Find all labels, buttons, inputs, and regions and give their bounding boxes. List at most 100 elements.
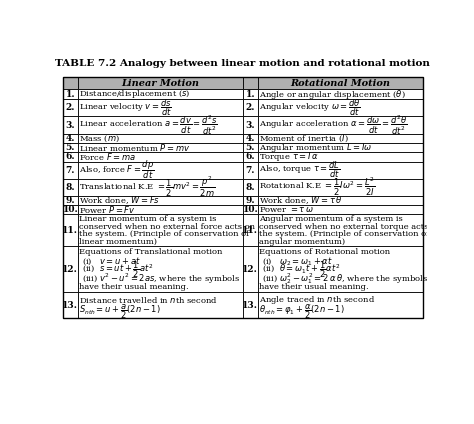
Text: Equations of Rotational motion: Equations of Rotational motion [259, 248, 391, 256]
Bar [63, 89, 78, 99]
Text: the system. (Principle of conservation of: the system. (Principle of conservation o… [259, 230, 430, 238]
Text: 8.: 8. [65, 182, 75, 192]
Text: 6.: 6. [65, 153, 75, 162]
Bar [63, 205, 78, 214]
Text: 6.: 6. [246, 153, 255, 162]
Text: 10.: 10. [63, 205, 78, 214]
Text: (iii) $v^2 - u^2 = 2as$, where the symbols: (iii) $v^2 - u^2 = 2as$, where the symbo… [82, 271, 241, 286]
Bar [243, 195, 258, 205]
Text: Linear acceleration $a = \dfrac{dv}{dt} = \dfrac{d^2s}{dt^2}$: Linear acceleration $a = \dfrac{dv}{dt} … [80, 114, 218, 137]
Bar [258, 162, 423, 179]
Text: the system. (Principle of conservation of: the system. (Principle of conservation o… [80, 230, 250, 238]
Text: Also, force $F = \dfrac{dp}{dt}$: Also, force $F = \dfrac{dp}{dt}$ [80, 159, 155, 181]
Text: Work done, $W = Fs$: Work done, $W = Fs$ [80, 194, 161, 206]
Bar [78, 179, 243, 195]
Bar [243, 179, 258, 195]
Bar [258, 116, 423, 134]
Bar [78, 214, 243, 246]
Text: $S_{nth} = u + \dfrac{a}{2}(2n-1)$: $S_{nth} = u + \dfrac{a}{2}(2n-1)$ [80, 302, 161, 321]
Text: 3.: 3. [65, 121, 75, 130]
Text: Angular acceleration $\alpha = \dfrac{d\omega}{dt} = \dfrac{d^2\theta}{dt^2}$: Angular acceleration $\alpha = \dfrac{d\… [259, 114, 408, 137]
Text: $\theta_{nth} = \varphi_1 + \dfrac{\alpha}{2}(2n-1)$: $\theta_{nth} = \varphi_1 + \dfrac{\alph… [259, 302, 345, 321]
Text: conserved when no external torque acts on: conserved when no external torque acts o… [259, 223, 442, 231]
Text: Angular velocity $\omega = \dfrac{d\theta}{dt}$: Angular velocity $\omega = \dfrac{d\thet… [259, 98, 361, 118]
Bar [63, 214, 78, 246]
Text: 12.: 12. [242, 265, 258, 274]
Bar [78, 195, 243, 205]
Text: TABLE 7.2 Analogy between linear motion and rotational motion: TABLE 7.2 Analogy between linear motion … [55, 59, 430, 68]
Bar [78, 99, 243, 116]
Bar [258, 89, 423, 99]
Bar [63, 143, 78, 152]
Bar [78, 143, 243, 152]
Bar [63, 179, 78, 195]
Bar [243, 205, 258, 214]
Bar [258, 214, 423, 246]
Text: Distance travelled in $n$th second: Distance travelled in $n$th second [80, 295, 219, 305]
Text: Torque $\tau = I\,\alpha$: Torque $\tau = I\,\alpha$ [259, 151, 319, 164]
Text: 9.: 9. [65, 195, 75, 205]
Text: 10.: 10. [242, 205, 258, 214]
Text: 7.: 7. [65, 165, 75, 175]
Bar [258, 134, 423, 143]
Bar [243, 292, 258, 318]
Text: Mass ($m$): Mass ($m$) [80, 134, 120, 144]
Text: Linear velocity $v = \dfrac{ds}{dt}$: Linear velocity $v = \dfrac{ds}{dt}$ [80, 98, 173, 118]
Text: 1.: 1. [246, 90, 255, 99]
Bar [63, 246, 78, 292]
Bar [243, 162, 258, 179]
Bar [243, 77, 258, 89]
Bar [78, 89, 243, 99]
Text: (i)   $v = u + at$: (i) $v = u + at$ [82, 255, 141, 267]
Text: 5.: 5. [65, 143, 75, 152]
Text: Linear momentum $P = mv$: Linear momentum $P = mv$ [80, 142, 191, 153]
Text: linear momentum): linear momentum) [80, 238, 157, 246]
Text: 4.: 4. [246, 134, 255, 143]
Text: Linear momentum of a system is: Linear momentum of a system is [80, 215, 217, 223]
Bar [258, 246, 423, 292]
Text: 12.: 12. [63, 265, 78, 274]
Text: Force $F = ma$: Force $F = ma$ [80, 151, 137, 162]
Bar [63, 195, 78, 205]
Bar [63, 162, 78, 179]
Text: Rotational Motion: Rotational Motion [290, 79, 390, 88]
Text: (iii) $\omega_2^2 - \omega_1^2 = 2\,\alpha\,\theta$, where the symbols: (iii) $\omega_2^2 - \omega_1^2 = 2\,\alp… [263, 271, 428, 286]
Text: Moment of inertia ($I$): Moment of inertia ($I$) [259, 133, 349, 145]
Text: 5.: 5. [246, 143, 255, 152]
Bar [243, 116, 258, 134]
Bar [63, 77, 78, 89]
Bar [78, 116, 243, 134]
Bar [78, 134, 243, 143]
Bar [63, 116, 78, 134]
Text: 2.: 2. [246, 103, 255, 112]
Bar [243, 246, 258, 292]
Text: (ii)  $\theta = \omega_1 t + \dfrac{1}{2}\alpha t^2$: (ii) $\theta = \omega_1 t + \dfrac{1}{2}… [263, 259, 341, 280]
Bar [78, 292, 243, 318]
Bar [258, 143, 423, 152]
Bar [243, 152, 258, 162]
Text: 11.: 11. [62, 226, 78, 234]
Text: angular momentum): angular momentum) [259, 238, 346, 246]
Bar [258, 99, 423, 116]
Text: conserved when no external force acts on: conserved when no external force acts on [80, 223, 255, 231]
Bar [258, 77, 423, 89]
Text: have their usual meaning.: have their usual meaning. [259, 283, 369, 291]
Bar [63, 134, 78, 143]
Text: Also, torque $\tau = \dfrac{dL}{dt}$: Also, torque $\tau = \dfrac{dL}{dt}$ [259, 160, 341, 180]
Bar [243, 214, 258, 246]
Text: 4.: 4. [65, 134, 75, 143]
Text: 8.: 8. [246, 182, 255, 192]
Text: Rotational K.E $= \dfrac{1}{2}I\omega^2 = \dfrac{L^2}{2I}$: Rotational K.E $= \dfrac{1}{2}I\omega^2 … [259, 176, 376, 198]
Bar [258, 152, 423, 162]
Bar [63, 99, 78, 116]
Text: 2.: 2. [65, 103, 75, 112]
Text: 11.: 11. [242, 226, 258, 234]
Text: Angular momentum of a system is: Angular momentum of a system is [259, 215, 403, 223]
Text: Translational K.E $= \dfrac{1}{2}mv^2 = \dfrac{p^2}{2m}$: Translational K.E $= \dfrac{1}{2}mv^2 = … [80, 175, 216, 199]
Text: 13.: 13. [242, 301, 258, 310]
Text: Angle or angular displacement ($\theta$): Angle or angular displacement ($\theta$) [259, 88, 406, 101]
Bar [243, 143, 258, 152]
Bar [63, 77, 423, 318]
Text: Linear Motion: Linear Motion [121, 79, 199, 88]
Bar [258, 195, 423, 205]
